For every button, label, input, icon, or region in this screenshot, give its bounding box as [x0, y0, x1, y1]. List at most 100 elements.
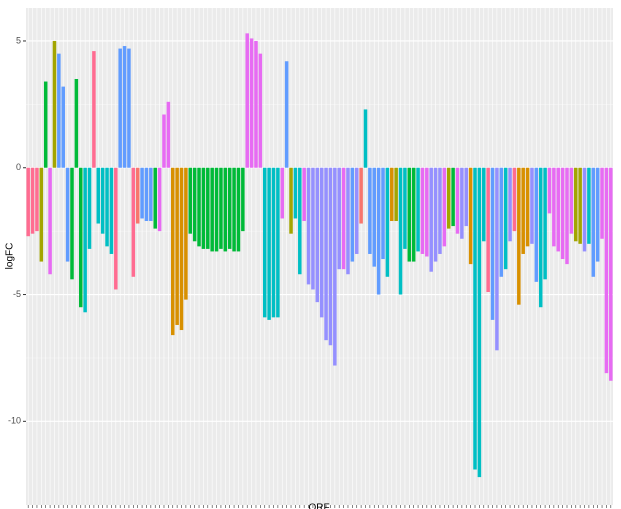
bar	[214, 167, 219, 252]
bar	[131, 167, 136, 277]
bar	[429, 167, 433, 272]
bar	[122, 46, 127, 168]
bar	[271, 167, 276, 318]
bar	[591, 167, 596, 277]
bar	[306, 167, 311, 285]
bar	[455, 167, 460, 234]
bar	[201, 167, 206, 249]
bar	[560, 167, 565, 260]
bar	[486, 167, 490, 292]
bar	[79, 167, 83, 308]
bar	[311, 167, 315, 290]
bar	[289, 167, 293, 234]
bar	[241, 167, 245, 232]
x-axis-title: ORF	[308, 503, 329, 509]
bar	[61, 86, 65, 168]
bar	[565, 167, 569, 265]
bar	[105, 167, 109, 247]
bar	[267, 167, 271, 320]
bar	[482, 167, 486, 242]
bar	[179, 167, 184, 331]
bar	[464, 167, 469, 227]
y-axis-title: logFC	[5, 243, 16, 270]
bar	[223, 167, 228, 252]
bar	[118, 48, 122, 168]
bar	[227, 167, 232, 249]
bar	[245, 33, 249, 168]
bar	[284, 61, 289, 168]
bar	[530, 167, 534, 244]
bar	[425, 167, 429, 257]
bar	[569, 167, 574, 234]
bar	[127, 48, 131, 168]
axes: -10 -5 0 5	[8, 35, 612, 508]
bar	[258, 53, 263, 168]
bar	[495, 167, 499, 351]
bar	[416, 167, 420, 252]
bar	[604, 167, 609, 374]
bar	[438, 167, 442, 254]
bar	[324, 167, 328, 341]
bar	[30, 167, 35, 234]
bar	[547, 167, 552, 214]
bar	[403, 167, 407, 249]
bar	[354, 167, 359, 254]
bar	[543, 167, 547, 280]
bar	[433, 167, 438, 262]
bar	[192, 167, 197, 242]
bar	[337, 167, 341, 270]
bar	[74, 79, 79, 168]
bar	[175, 167, 179, 325]
bar	[578, 167, 582, 244]
bar	[385, 167, 390, 277]
bar	[293, 167, 298, 219]
bar	[48, 167, 52, 275]
bar	[157, 167, 162, 232]
bar	[512, 167, 517, 232]
y-tick-label: 0	[16, 162, 21, 172]
bar	[398, 167, 403, 295]
bar	[87, 167, 92, 249]
bar	[328, 167, 333, 346]
y-tick-label: 5	[16, 35, 21, 45]
bar	[407, 167, 412, 262]
bar	[390, 167, 394, 221]
bar	[149, 167, 153, 221]
bar	[609, 167, 613, 381]
bar	[100, 167, 105, 234]
bar	[219, 167, 223, 249]
bar	[538, 167, 543, 308]
bar	[477, 167, 482, 478]
bar	[411, 167, 416, 262]
bar	[302, 167, 306, 221]
bar	[552, 167, 556, 247]
bar	[210, 167, 214, 252]
bar	[188, 167, 193, 234]
bar	[262, 167, 267, 318]
bar	[556, 167, 560, 252]
bar	[574, 167, 578, 242]
bar	[460, 167, 464, 239]
bar	[197, 167, 201, 247]
bar	[508, 167, 512, 242]
bar	[184, 167, 188, 300]
bar	[39, 167, 44, 262]
bar	[333, 167, 337, 366]
bar	[35, 167, 39, 232]
bar	[83, 167, 87, 313]
bar	[582, 167, 587, 252]
bar	[96, 167, 101, 224]
bar	[236, 167, 241, 252]
bar	[140, 167, 144, 219]
bar	[52, 40, 57, 168]
bar	[521, 167, 525, 254]
bar	[232, 167, 236, 252]
bar	[341, 167, 346, 270]
bar	[298, 167, 302, 275]
bar	[57, 53, 61, 168]
bar	[254, 40, 258, 168]
bar	[451, 167, 455, 227]
bar	[92, 51, 96, 168]
bar	[376, 167, 381, 295]
